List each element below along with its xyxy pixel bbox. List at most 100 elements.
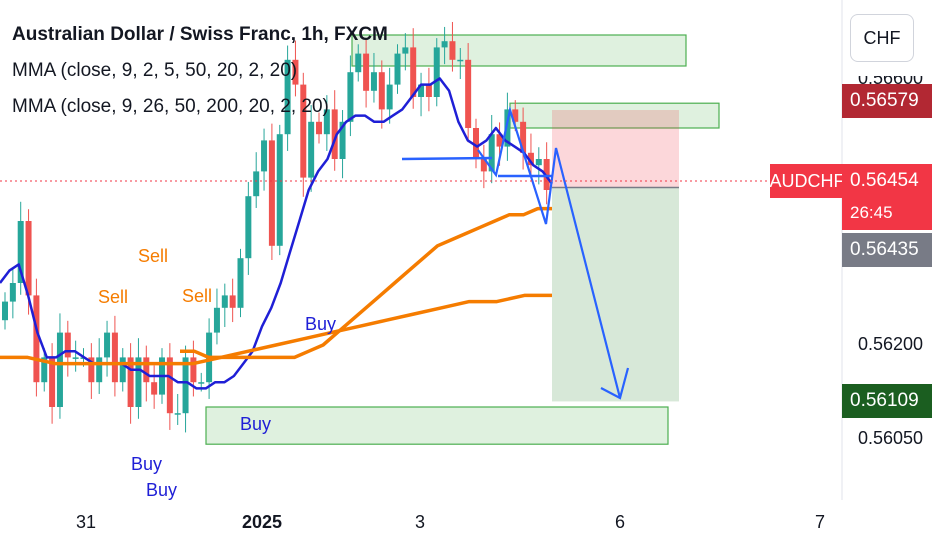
candle-body — [174, 413, 181, 415]
time-tick-1: 31 — [75, 512, 97, 532]
candle-body — [135, 357, 142, 407]
symbol-tag: AUDCHF — [770, 164, 845, 198]
candle-body — [268, 140, 275, 246]
candle-body — [229, 295, 236, 308]
candles-layer — [2, 21, 550, 433]
indicator-2-legend[interactable]: MMA (close, 9, 26, 50, 200, 20, 2, 20) — [12, 96, 329, 117]
candle-body — [355, 53, 362, 73]
time-tick-2: 2025 — [241, 512, 283, 532]
candle-body — [245, 196, 252, 259]
signal-label: Buy — [146, 480, 177, 500]
candle-body — [504, 109, 511, 147]
candle-body — [402, 47, 409, 54]
candle-body — [316, 121, 322, 135]
candle-body — [41, 357, 48, 383]
candle-body — [166, 357, 173, 414]
projection-path — [477, 105, 622, 399]
candle-body — [410, 47, 417, 97]
demand-zone — [205, 406, 669, 445]
candle-body — [64, 332, 71, 358]
currency-button[interactable]: CHF — [850, 14, 914, 62]
short-position-risk — [552, 110, 679, 188]
candle-body — [213, 307, 220, 333]
candle-body — [221, 295, 228, 308]
candle-body — [151, 382, 158, 395]
candle-body — [300, 84, 307, 178]
candle-body — [425, 84, 432, 97]
candle-body — [25, 221, 32, 296]
drawn-support-line — [401, 156, 493, 161]
candle-body — [72, 357, 79, 359]
short-position-reward — [552, 187, 679, 402]
last-price-label: 0.56454 — [842, 164, 932, 198]
signal-label: Buy — [240, 414, 271, 434]
candle-body — [441, 41, 448, 48]
candle-body — [96, 357, 103, 383]
signal-label: Sell — [98, 287, 128, 307]
candle-body — [190, 357, 197, 383]
zones-layer — [205, 34, 720, 445]
signal-label: Buy — [131, 454, 162, 474]
candle-body — [433, 47, 440, 97]
supply-zone-lower — [509, 102, 720, 129]
candle-body — [465, 59, 472, 128]
price-tick-2: 0.56050 — [858, 428, 924, 448]
drawings-layer — [401, 105, 630, 400]
candle-body — [331, 109, 338, 159]
candle-body — [457, 59, 464, 62]
chart-title[interactable]: Australian Dollar / Swiss Franc, 1h, FXC… — [12, 24, 388, 45]
candle-body — [496, 134, 503, 147]
candle-body — [543, 159, 550, 190]
candle-body — [17, 221, 24, 283]
signals-layer: Sell Sell Sell Buy Buy Buy Buy — [98, 246, 336, 500]
signal-label: Sell — [138, 246, 168, 266]
candle-body — [347, 72, 354, 122]
countdown-label: 26:45 — [842, 196, 932, 230]
candle-body — [237, 258, 244, 308]
ma-slow-line — [0, 293, 552, 366]
candle-body — [512, 109, 519, 122]
candle-body — [488, 134, 495, 172]
candle-body — [418, 84, 425, 97]
signal-label: Sell — [182, 286, 212, 306]
supply-zone-upper — [351, 34, 687, 67]
candle-body — [49, 357, 56, 407]
candle-body — [261, 140, 268, 172]
indicator-1-legend[interactable]: MMA (close, 9, 2, 5, 50, 20, 2, 20) — [12, 60, 298, 81]
candle-body — [339, 121, 346, 159]
candle-body — [143, 357, 150, 383]
candle-body — [308, 121, 315, 178]
candle-body — [56, 332, 63, 407]
ma-mid-line — [180, 206, 552, 360]
candle-body — [363, 53, 370, 91]
mark-price-label: 0.56435 — [842, 233, 932, 267]
candle-body — [127, 357, 134, 407]
candle-body — [276, 134, 283, 246]
candle-body — [535, 159, 542, 166]
candle-body — [378, 72, 385, 110]
projection-arrowhead — [600, 367, 630, 400]
candle-body — [198, 382, 205, 384]
candle-body — [292, 59, 299, 85]
time-tick-4: 6 — [614, 512, 626, 532]
candle-body — [473, 128, 479, 159]
candle-body — [9, 283, 16, 302]
signal-label: Buy — [305, 314, 336, 334]
stop-price-label: 0.56579 — [842, 84, 932, 118]
candle-body — [88, 357, 95, 383]
candle-body — [284, 59, 291, 135]
candle-body — [253, 171, 260, 197]
candle-body — [370, 72, 377, 91]
ma-lines-layer — [0, 77, 553, 390]
time-tick-5: 7 — [814, 512, 826, 532]
candle-body — [104, 332, 111, 358]
candle-body — [527, 152, 534, 166]
candle-body — [449, 41, 456, 60]
candle-body — [111, 332, 118, 383]
candle-body — [33, 295, 40, 383]
price-tick-1: 0.56200 — [858, 334, 924, 354]
candle-body — [323, 109, 330, 135]
candle-body — [119, 357, 126, 383]
candle-body — [182, 357, 189, 414]
